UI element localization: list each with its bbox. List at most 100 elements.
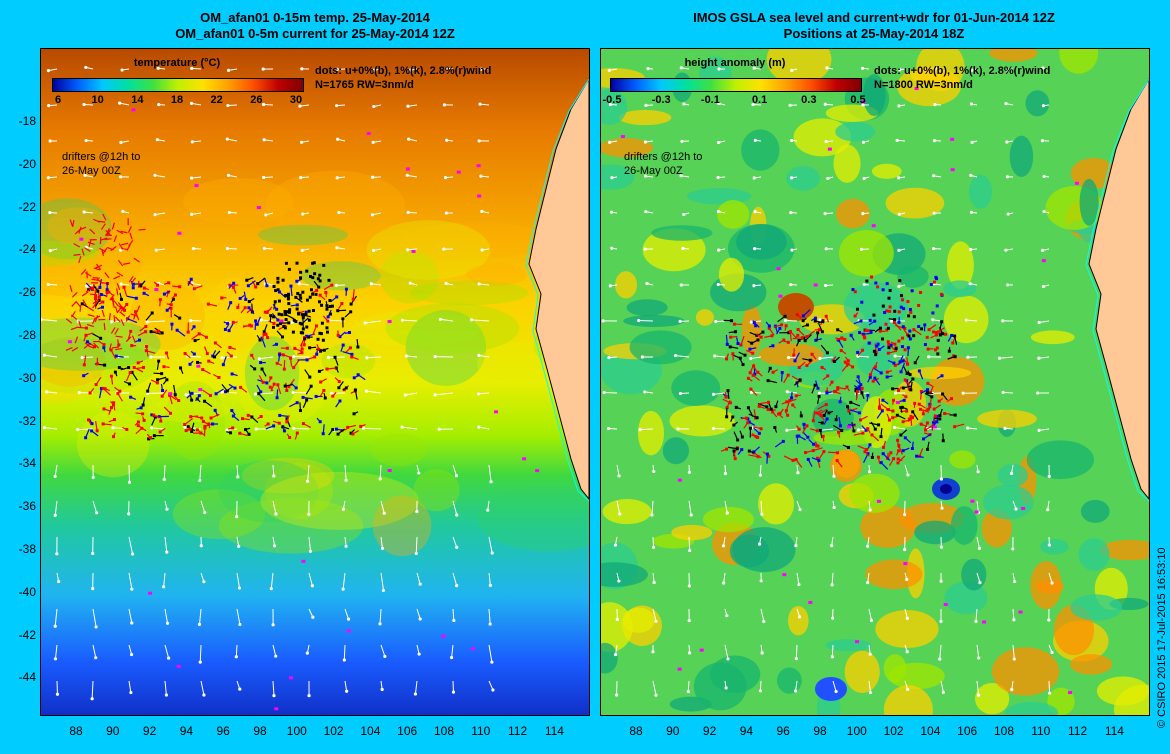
current-arrow-head	[190, 212, 194, 216]
drifter-dot	[880, 337, 884, 341]
drifter-segment	[113, 275, 121, 280]
current-arrow-head	[83, 173, 87, 178]
buoy-marker	[176, 664, 181, 668]
drifter-dot	[825, 417, 829, 421]
drifter-dot	[725, 447, 729, 451]
current-arrow	[687, 680, 690, 692]
current-arrow-head	[716, 175, 720, 180]
current-arrow-head	[371, 140, 375, 144]
drifter-dot	[278, 322, 282, 326]
drifter-dot	[94, 294, 98, 298]
drifter-dot	[300, 322, 304, 326]
current-arrow-head	[361, 426, 366, 430]
drifter-dot	[321, 432, 325, 436]
drifter-dot	[802, 336, 806, 340]
drifter-dot	[859, 383, 863, 387]
drifter-dot	[141, 403, 145, 407]
current-arrow-head	[866, 544, 870, 548]
drifter-segment	[728, 446, 738, 450]
drifter-dot	[767, 324, 771, 328]
current-arrow-head	[164, 693, 169, 697]
drifter-dot	[887, 418, 891, 422]
current-arrow-head	[55, 552, 59, 556]
lat-tick: -18	[18, 114, 36, 128]
drifter-dot	[298, 409, 302, 413]
drifter-dot	[870, 455, 874, 459]
current-arrow-head	[272, 694, 276, 698]
current-arrow	[54, 644, 58, 659]
height-anomaly-patch	[914, 520, 956, 545]
current-arrow	[819, 356, 834, 360]
drifter-dot	[906, 346, 910, 350]
drifter-segment	[78, 226, 82, 234]
drifter-dot	[900, 345, 904, 349]
drifter-dot	[231, 426, 235, 430]
current-arrow	[750, 356, 762, 360]
current-arrow-head	[968, 282, 972, 286]
current-arrow-head	[687, 470, 691, 474]
buoy-marker	[1041, 259, 1046, 263]
drifter-dot	[912, 334, 916, 338]
current-arrow	[795, 680, 798, 692]
current-arrow-head	[759, 579, 763, 583]
current-arrow-head	[55, 692, 60, 696]
current-arrow-head	[1001, 390, 1005, 394]
left-drifters-note-line2: 26-May 00Z	[62, 165, 121, 177]
temperature-patch	[370, 432, 427, 467]
drifter-dot	[748, 371, 752, 375]
drifter-dot	[889, 451, 893, 455]
drifter-dot	[294, 386, 298, 390]
current-arrow-head	[165, 507, 169, 511]
drifter-dot	[271, 325, 275, 329]
drifter-segment	[69, 285, 73, 293]
drifter-dot	[269, 314, 273, 318]
current-arrow-head	[311, 615, 315, 619]
drifter-dot	[889, 343, 893, 347]
current-arrow	[366, 356, 382, 359]
drifter-dot	[168, 411, 172, 415]
drifter-dot	[285, 388, 289, 392]
drifter-dot	[866, 427, 870, 431]
right-count-line: N=1800 RW=3nm/d	[874, 79, 973, 91]
drifter-segment	[354, 389, 358, 400]
drifter-dot	[736, 438, 740, 442]
drifter-segment	[94, 315, 99, 323]
drifter-dot	[308, 375, 312, 379]
buoy-marker	[827, 147, 832, 151]
drifter-dot	[308, 295, 312, 299]
current-arrow-head	[897, 212, 901, 216]
drifter-dot	[755, 416, 759, 420]
current-arrow-head	[927, 355, 931, 359]
drifter-segment	[103, 323, 106, 331]
drifter-dot	[752, 364, 756, 368]
drifter-dot	[917, 324, 921, 328]
drifter-segment	[322, 424, 325, 434]
current-arrow	[488, 464, 492, 482]
current-arrow	[342, 572, 346, 590]
drifter-dot	[325, 307, 329, 311]
temperature-map[interactable]	[40, 48, 590, 716]
sea-level-map[interactable]	[600, 48, 1150, 716]
current-arrow	[164, 680, 167, 696]
drifter-dot	[768, 366, 772, 370]
current-arrow-head	[220, 356, 224, 360]
current-arrow-head	[790, 248, 794, 252]
drifter-dot	[923, 343, 927, 347]
drifter-dot	[891, 416, 895, 420]
current-arrow-head	[1004, 102, 1008, 106]
drifter-dot	[150, 413, 154, 417]
current-arrow-head	[334, 104, 339, 108]
colorbar-tick: 0.5	[850, 94, 866, 106]
drifter-dot	[935, 277, 939, 281]
drifter-dot	[155, 381, 159, 385]
drifter-dot	[188, 362, 192, 366]
drifter-dot	[312, 261, 316, 265]
current-arrow-head	[1001, 319, 1005, 323]
current-arrow-head	[261, 175, 266, 180]
drifter-dot	[116, 391, 120, 395]
current-arrow-head	[961, 391, 965, 395]
current-arrow-head	[226, 103, 230, 108]
current-arrow-head	[682, 212, 686, 217]
drifter-dot	[935, 346, 939, 350]
current-arrow-head	[91, 587, 95, 591]
